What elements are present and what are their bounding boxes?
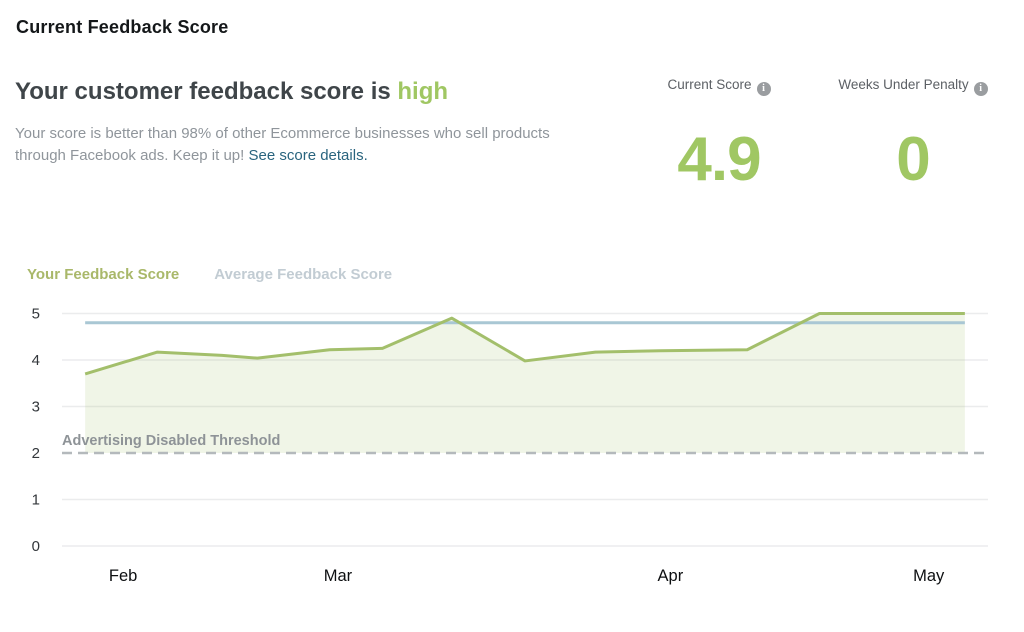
- area-fill: [85, 313, 965, 453]
- x-axis-label: Mar: [324, 567, 353, 585]
- legend-item-your-feedback-score[interactable]: Your Feedback Score: [27, 266, 180, 283]
- x-axis-label: Feb: [109, 567, 137, 585]
- stat-label: Weeks Under Penalty i: [838, 76, 988, 124]
- stat-label: Current Score i: [667, 76, 771, 124]
- stat-current-score: Current Score i 4.9: [636, 76, 802, 194]
- page-title: Current Feedback Score: [16, 17, 229, 37]
- threshold-label: Advertising Disabled Threshold: [62, 433, 280, 449]
- weeks-under-penalty-value: 0: [896, 125, 930, 194]
- info-icon[interactable]: i: [973, 82, 988, 96]
- y-axis-label: 4: [32, 352, 40, 369]
- headline-status: high: [397, 78, 449, 105]
- score-line: [84, 312, 965, 376]
- y-axis-label: 5: [32, 306, 40, 323]
- legend-item-average-feedback-score[interactable]: Average Feedback Score: [214, 266, 393, 283]
- y-axis-label: 0: [32, 538, 40, 555]
- chart-area: 5 4 3 2 1 0 Advertising Disabled Threshold Feb M…: [0, 296, 1024, 632]
- headline-text: Your customer feedback score is: [15, 78, 398, 105]
- x-axis-label: Apr: [658, 567, 684, 585]
- x-axis-label: May: [913, 567, 945, 585]
- y-axis-label: 3: [32, 399, 40, 416]
- feedback-chart: 5 4 3 2 1 0 Advertising Disabled Threshold Feb M…: [32, 306, 988, 585]
- y-axis-label: 1: [32, 492, 40, 509]
- info-icon[interactable]: i: [756, 82, 771, 96]
- description: Your score is better than 98% of other E…: [15, 123, 590, 167]
- chart-legend: Your Feedback Score Average Feedback Sco…: [27, 266, 392, 283]
- stat-weeks-under-penalty: Weeks Under Penalty i 0: [830, 76, 996, 194]
- y-axis-label: 2: [32, 445, 40, 462]
- stats: Current Score i 4.9 Weeks Under Penalty i …: [636, 76, 996, 194]
- description-text: Your score is better than 98% of other E…: [15, 125, 550, 164]
- headline: Your customer feedback score is high: [15, 78, 448, 106]
- see-score-details-link[interactable]: See score details.: [248, 147, 368, 164]
- current-score-value: 4.9: [677, 125, 761, 194]
